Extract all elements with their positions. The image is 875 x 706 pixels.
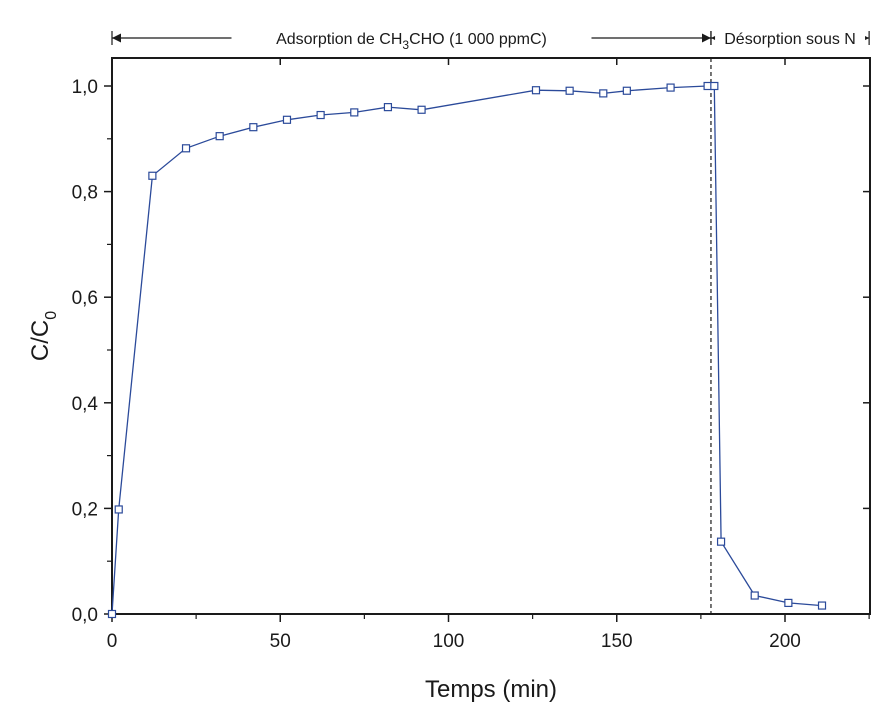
phase-annotations: Adsorption de CH3CHO (1 000 ppmC) Désorpt…	[111, 24, 870, 52]
series-group	[107, 81, 827, 619]
data-point	[565, 86, 574, 95]
x-tick-label: 150	[601, 631, 633, 652]
y-axis-title-main: C/C	[27, 320, 54, 361]
data-point	[316, 110, 325, 120]
data-point	[750, 591, 759, 600]
data-point	[710, 81, 719, 91]
data-point	[282, 115, 292, 124]
x-axis: 0 50 100 150 200	[107, 58, 870, 652]
phase-label-main: Désorption sous N	[724, 31, 856, 48]
y-axis: 0,0 0,2 0,4 0,6 0,8 1,0	[72, 77, 870, 626]
phase-label-main: Adsorption de CH	[276, 31, 402, 48]
phase-label: Adsorption de CH3CHO (1 000 ppmC)	[276, 31, 547, 52]
data-point	[181, 144, 191, 153]
data-point	[599, 89, 608, 98]
data-point	[417, 105, 426, 114]
data-point	[716, 537, 726, 546]
x-tick-label: 0	[107, 631, 118, 652]
y-axis-title: C/C0	[27, 311, 60, 361]
phase-label-bg	[231, 24, 592, 48]
y-tick-label: 0,4	[72, 394, 99, 415]
data-point	[249, 123, 258, 132]
y-tick-label: 0,8	[72, 183, 98, 204]
data-point	[383, 103, 393, 112]
x-tick-label: 100	[433, 631, 465, 652]
y-tick-label: 1,0	[72, 77, 98, 98]
y-tick-label: 0,0	[72, 605, 98, 626]
data-point	[817, 601, 827, 610]
y-tick-label: 0,6	[72, 288, 98, 309]
series-line	[111, 85, 823, 615]
x-tick-label: 50	[270, 631, 291, 652]
phase-label-suffix: CHO (1 000 ppmC)	[409, 31, 547, 48]
phase-label: Désorption sous N	[724, 31, 856, 48]
data-point	[107, 609, 117, 619]
data-point	[531, 86, 541, 95]
data-point	[350, 108, 359, 117]
data-point	[666, 83, 675, 92]
x-axis-title: Temps (min)	[425, 676, 557, 703]
y-axis-title-subscript: 0	[43, 311, 60, 320]
data-point	[148, 171, 157, 180]
phase-label-bg	[715, 24, 866, 48]
x-tick-label: 200	[769, 631, 801, 652]
data-point	[784, 598, 793, 608]
plot-frame	[111, 57, 871, 615]
data-point	[703, 81, 712, 91]
data-point	[215, 132, 224, 141]
phase-label-subscript: 3	[402, 38, 409, 52]
data-point	[114, 505, 123, 514]
data-point	[622, 86, 631, 95]
y-tick-label: 0,2	[72, 499, 98, 520]
